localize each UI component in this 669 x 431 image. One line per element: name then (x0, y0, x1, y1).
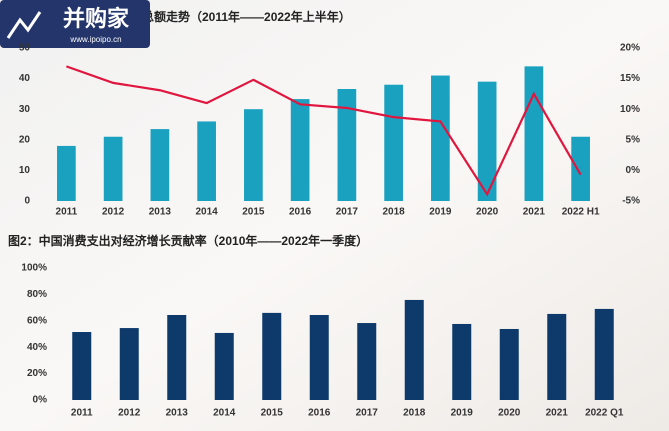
bar (499, 328, 519, 400)
x-tick-label: 2014 (196, 207, 219, 218)
bar (384, 84, 403, 201)
y-tick-label: 10 (19, 165, 31, 176)
x-tick-label: 2019 (451, 408, 474, 419)
x-tick-label: 2017 (336, 207, 359, 218)
bar (357, 323, 377, 400)
bar (290, 99, 310, 201)
bar (103, 136, 123, 201)
y-tick-label: 10% (620, 104, 640, 115)
x-tick-label: 2019 (429, 207, 452, 218)
x-tick-label: 2020 (476, 207, 499, 218)
line (66, 65, 582, 197)
y-tick-label: 100% (21, 263, 47, 274)
y-tick-label: 0 (24, 196, 30, 207)
x-tick-label: 2013 (149, 207, 172, 218)
x-tick-label: 2022 H1 (562, 207, 600, 218)
x-tick-label: 2018 (383, 207, 406, 218)
x-tick-label: 2018 (403, 408, 426, 419)
x-tick-label: 2016 (289, 207, 312, 218)
x-tick-label: 2012 (102, 207, 125, 218)
logo-box (0, 0, 150, 48)
y-tick-label: 5% (626, 134, 641, 145)
y-tick-label: 60% (27, 315, 47, 326)
bar (167, 314, 187, 400)
x-tick-label: 2021 (546, 408, 569, 419)
y-tick-label: 15% (620, 73, 640, 84)
bar (404, 299, 424, 400)
logo-url: www.ipoipo.cn (69, 35, 121, 44)
bar (197, 121, 216, 201)
x-tick-label: 2017 (356, 408, 379, 419)
y-tick-label: 20% (27, 368, 47, 379)
chart-title: 图2：中国消费支出对经济增长贡献率（2010年——2022年一季度） (8, 233, 368, 248)
bar (431, 75, 450, 201)
x-tick-label: 2014 (213, 408, 236, 419)
logo-icon (6, 11, 42, 39)
x-tick-label: 2015 (261, 408, 284, 419)
x-tick-label: 2011 (56, 207, 78, 218)
logo-title: 并购家 (63, 6, 130, 31)
y-tick-label: 40 (19, 73, 31, 84)
bar (72, 332, 92, 400)
y-tick-label: 40% (27, 342, 47, 353)
y-tick-label: 0% (33, 395, 48, 406)
bar (547, 313, 567, 400)
bar (244, 109, 263, 201)
bar (214, 332, 234, 400)
x-tick-label: 2011 (71, 408, 93, 419)
bar (119, 328, 139, 400)
bar (452, 323, 472, 400)
chart-title: 零售总额走势（2011年——2022年上半年） (117, 9, 351, 24)
bar (477, 81, 497, 201)
bar (594, 308, 614, 400)
bar (309, 314, 329, 400)
x-tick-label: 2021 (523, 207, 546, 218)
bar (57, 145, 76, 201)
y-tick-label: 0% (626, 165, 641, 176)
y-tick-label: 50 (19, 43, 31, 54)
y-tick-label: -5% (622, 196, 640, 207)
x-tick-label: 2013 (166, 408, 189, 419)
bar (262, 312, 282, 400)
bar (337, 89, 357, 201)
x-tick-label: 2020 (498, 408, 521, 419)
y-tick-label: 30 (19, 104, 31, 115)
y-tick-label: 20 (19, 134, 31, 145)
x-tick-label: 2016 (308, 408, 331, 419)
bar (524, 66, 544, 201)
y-tick-label: 20% (620, 43, 640, 54)
x-tick-label: 2012 (118, 408, 141, 419)
bar (150, 129, 170, 201)
bar (571, 136, 590, 201)
x-tick-label: 2022 Q1 (585, 408, 624, 419)
y-tick-label: 80% (27, 289, 47, 300)
x-tick-label: 2015 (242, 207, 265, 218)
